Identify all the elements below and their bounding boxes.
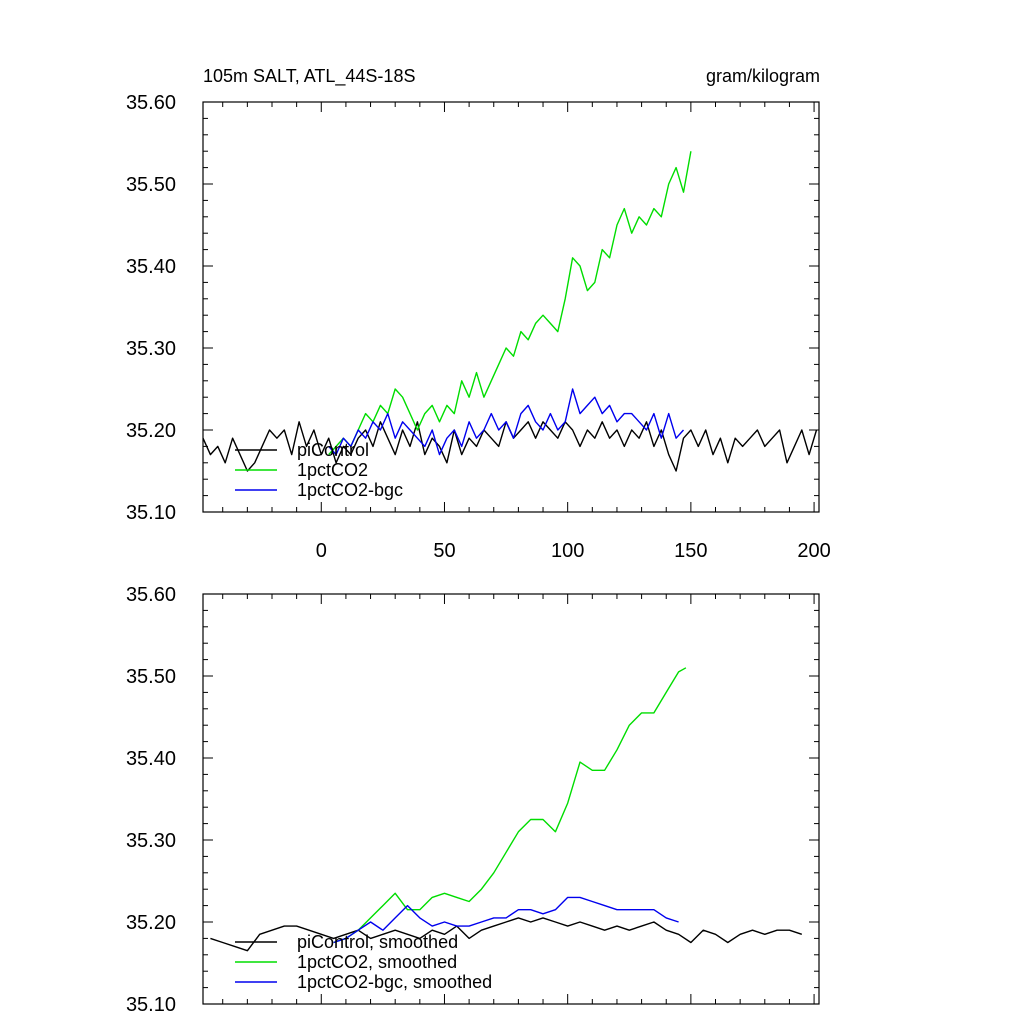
series-line-1pctco2: [328, 151, 692, 456]
panel-top: 105m SALT, ATL_44S-18S gram/kilogram 35.…: [126, 66, 831, 562]
y-tick-label: 35.20: [126, 912, 176, 934]
y-tick-label: 35.30: [126, 338, 176, 360]
y-tick-label: 35.20: [126, 420, 176, 442]
y-tick-label: 35.60: [126, 584, 176, 606]
legend-label: 1pctCO2-bgc, smoothed: [297, 972, 492, 992]
y-tick-label: 35.40: [126, 256, 176, 278]
series-line-1pctco2-bgc-smoothed: [333, 896, 679, 944]
y-tick-label: 35.10: [126, 502, 176, 524]
title-left: 105m SALT, ATL_44S-18S: [203, 66, 415, 87]
legend-label: piControl: [297, 440, 369, 460]
x-tick-label: 150: [674, 540, 707, 562]
y-tick-label: 35.10: [126, 994, 176, 1016]
series-line-1pctco2-smoothed: [333, 667, 687, 944]
y-tick-label: 35.50: [126, 666, 176, 688]
legend-label: piControl, smoothed: [297, 932, 458, 952]
x-tick-label: 200: [797, 540, 830, 562]
legend-label: 1pctCO2, smoothed: [297, 952, 457, 972]
series-line-picontrol-smoothed: [210, 917, 803, 952]
x-tick-label: 50: [433, 540, 455, 562]
panel-bottom: 35.10 35.20 35.30 35.40 35.50 35.60 piControl,…: [126, 584, 820, 1016]
x-tick-label: 0: [316, 540, 327, 562]
title-right: gram/kilogram: [706, 66, 820, 86]
y-tick-label: 35.40: [126, 748, 176, 770]
legend-label: 1pctCO2: [297, 460, 368, 480]
y-tick-label: 35.50: [126, 174, 176, 196]
y-tick-label: 35.30: [126, 830, 176, 852]
plot-frame-top: [202, 101, 820, 513]
legend-label: 1pctCO2-bgc: [297, 480, 403, 500]
x-tick-label: 100: [551, 540, 584, 562]
y-tick-label: 35.60: [126, 92, 176, 114]
plot-frame-bottom: [202, 593, 820, 1005]
series-line-1pctco2-bgc: [328, 388, 685, 456]
